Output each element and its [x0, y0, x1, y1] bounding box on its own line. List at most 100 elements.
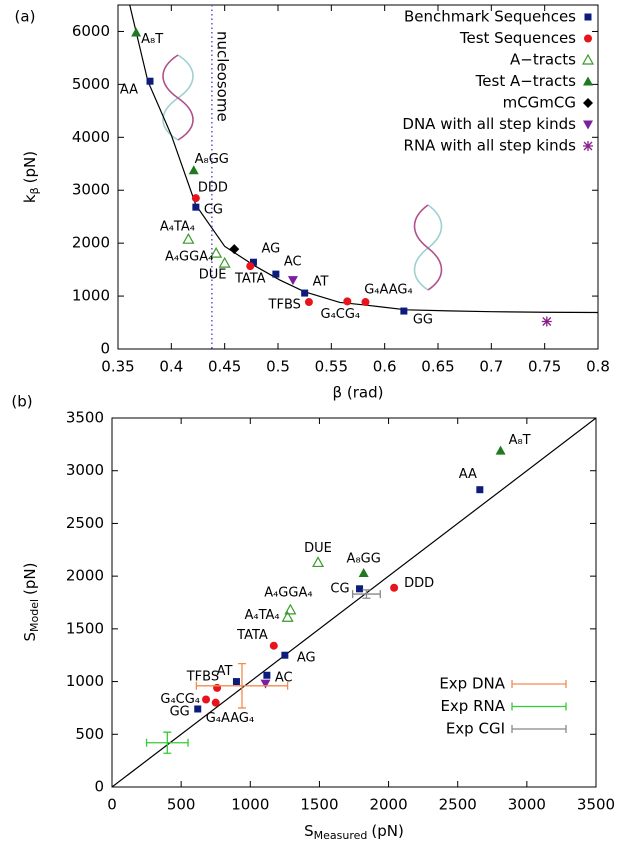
x-tick-label: 2000: [369, 796, 407, 814]
data-point: [287, 276, 298, 286]
point-label: TATA: [236, 628, 268, 643]
y-tick-label: 2000: [72, 234, 110, 252]
legend-label: A−tracts: [510, 51, 576, 69]
error-bar-y: [362, 589, 371, 599]
point-label: CG: [330, 581, 349, 596]
y-tick-label: 2000: [66, 567, 104, 585]
data-point: [246, 262, 255, 271]
legend-label: mCGmCG: [503, 94, 576, 112]
data-point: [194, 705, 202, 713]
point-label: DDD: [404, 576, 434, 591]
y-axis-label-unit: (pN): [21, 151, 39, 183]
data-point: [390, 583, 399, 592]
point-label: A₈T: [509, 433, 531, 448]
point-label: A₈GG: [347, 551, 381, 566]
data-point: [358, 567, 369, 577]
x-tick-label: 500: [167, 796, 196, 814]
y-tick-label: 1000: [66, 672, 104, 690]
point-label: DDD: [198, 181, 228, 196]
legend-symbol: [583, 76, 593, 86]
data-point: [232, 678, 240, 686]
point-label: AG: [261, 242, 280, 257]
y-axis-label-sub: β: [28, 187, 41, 194]
y-tick-label: 3000: [72, 181, 110, 199]
data-point: [146, 77, 154, 85]
x-tick-label: 0.6: [373, 358, 397, 376]
data-point: [269, 641, 278, 650]
x-axis-label: β (rad): [333, 384, 384, 402]
point-label: TFBS: [186, 669, 219, 684]
legend-symbol: [511, 725, 567, 733]
point-label: AA: [459, 467, 477, 482]
x-tick-label: 0.4: [159, 358, 183, 376]
data-point: [211, 698, 220, 707]
data-point: [356, 585, 364, 593]
y-axis-label-main: S: [21, 632, 39, 642]
x-tick-label: 0: [107, 796, 117, 814]
point-label: AA: [120, 83, 138, 98]
y-tick-label: 3500: [66, 409, 104, 427]
point-label: TATA: [234, 272, 266, 287]
x-tick-label: 0.7: [479, 358, 503, 376]
data-point: [400, 307, 408, 315]
point-label: A₄TA₄: [160, 220, 195, 235]
x-tick-label: 3500: [577, 796, 615, 814]
x-tick-label: 0.35: [101, 358, 134, 376]
point-label: DUE: [199, 268, 227, 283]
point-label: A₄GGA₄: [165, 250, 213, 265]
legend-symbol: [581, 53, 595, 65]
data-point: [210, 246, 223, 258]
y-tick-label: 6000: [72, 22, 110, 40]
data-point: [343, 297, 352, 306]
x-tick-label: 0.55: [315, 358, 348, 376]
y-tick-label: 500: [75, 725, 104, 743]
point-label: AC: [275, 671, 293, 686]
point-label: TFBS: [268, 298, 301, 313]
y-tick-label: 3000: [66, 461, 104, 479]
x-tick-label: 1500: [300, 796, 338, 814]
point-label: DUE: [304, 541, 332, 556]
data-point: [281, 611, 294, 622]
y-tick-label: 1500: [66, 619, 104, 637]
data-point: [202, 695, 211, 704]
x-tick-label: 0.45: [208, 358, 241, 376]
legend-label: Exp RNA: [440, 697, 505, 715]
data-point: [191, 194, 200, 203]
data-point: [260, 679, 271, 689]
point-label: G₄CG₄: [160, 692, 200, 707]
legend-symbol: [584, 13, 592, 21]
point-label: GG: [170, 704, 190, 719]
point-label: A₈T: [141, 32, 163, 47]
legend-symbol: [583, 98, 593, 108]
legend-label: Benchmark Sequences: [404, 8, 576, 26]
legend-symbol: [511, 702, 567, 711]
data-point: [541, 316, 552, 327]
legend-symbol: [511, 680, 567, 688]
legend-label: Exp CGI: [446, 720, 505, 738]
y-tick-label: 1000: [72, 287, 110, 305]
x-tick-label: 0.75: [528, 358, 561, 376]
legend-label: Test A−tracts: [475, 72, 577, 90]
legend-symbol: [583, 141, 593, 151]
legend-symbol: [584, 34, 592, 43]
data-point: [131, 27, 142, 37]
point-label: A₄GGA₄: [264, 585, 312, 600]
panel-label: (a): [15, 8, 36, 26]
data-point: [249, 258, 257, 266]
legend-symbol: [583, 120, 593, 130]
y-tick-label: 4000: [72, 128, 110, 146]
point-label: AT: [313, 275, 329, 290]
point-label: G₄AAG₄: [206, 711, 255, 726]
error-bar-y: [237, 662, 246, 709]
data-point: [284, 603, 297, 615]
x-tick-label: 1000: [231, 796, 269, 814]
x-tick-label: 0.5: [266, 358, 290, 376]
data-point: [476, 486, 484, 494]
data-point: [301, 289, 309, 297]
legend-label: Test Sequences: [459, 29, 576, 47]
data-point: [192, 203, 200, 211]
point-label: G₄AAG₄: [364, 283, 413, 298]
x-axis-label-unit: (pN): [371, 822, 403, 840]
y-tick-label: 0: [94, 778, 104, 796]
y-tick-label: 0: [100, 340, 110, 358]
